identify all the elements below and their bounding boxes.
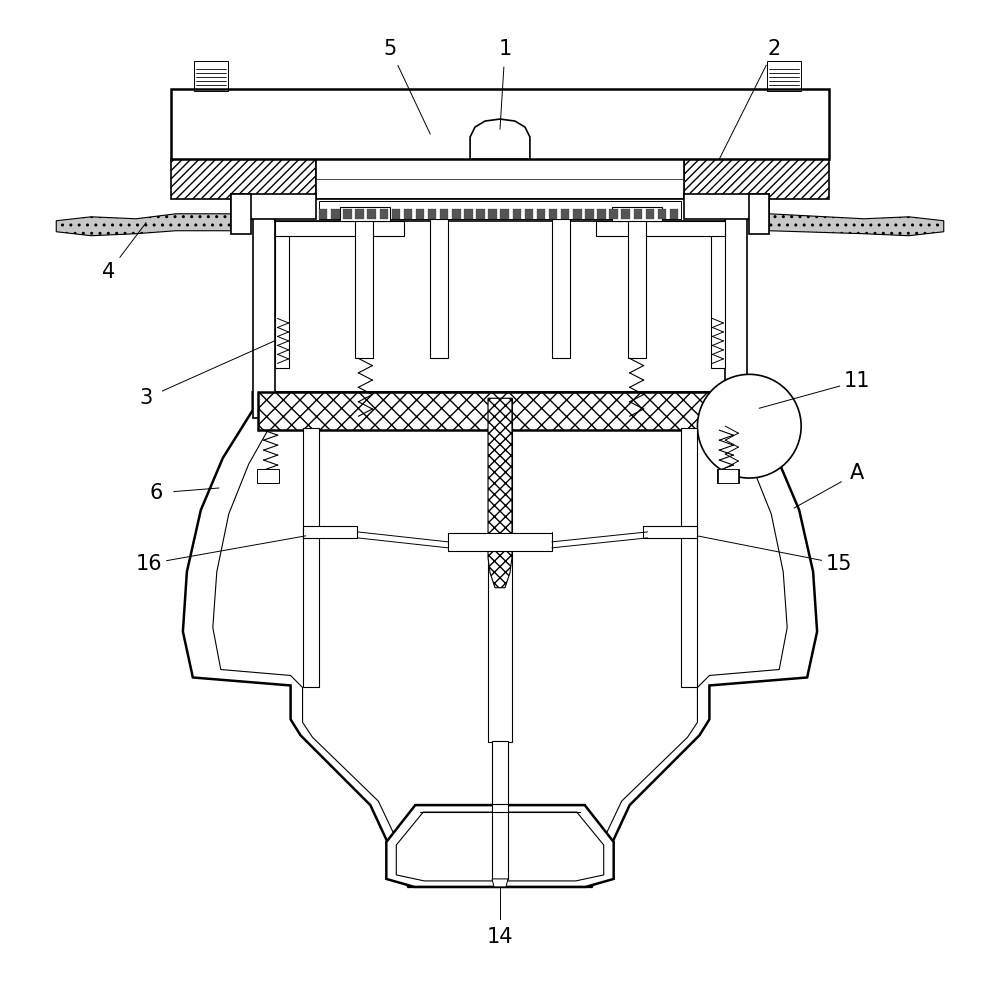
Bar [749, 194, 769, 234]
Bar [585, 208, 594, 218]
Polygon shape [492, 879, 508, 887]
Text: 3: 3 [139, 388, 153, 408]
Bar [194, 61, 228, 91]
Text: 6: 6 [149, 483, 163, 503]
Bar [275, 199, 725, 220]
Bar [231, 194, 316, 218]
Text: 5: 5 [384, 40, 397, 59]
Bar [646, 208, 654, 218]
Polygon shape [769, 213, 944, 236]
Text: 14: 14 [487, 927, 513, 947]
Text: 2: 2 [768, 40, 781, 59]
Bar [573, 208, 582, 218]
Bar [253, 199, 275, 418]
Bar [711, 199, 725, 369]
Bar [275, 199, 289, 369]
Bar [612, 206, 662, 220]
Polygon shape [56, 213, 231, 236]
Bar [476, 208, 485, 218]
Text: 1: 1 [498, 40, 512, 59]
Bar [552, 218, 570, 359]
Bar [549, 208, 557, 218]
Bar [488, 208, 497, 218]
Bar [416, 208, 424, 218]
Bar [440, 208, 448, 218]
Bar [596, 220, 725, 236]
Polygon shape [386, 805, 614, 887]
Text: 15: 15 [826, 554, 852, 574]
Polygon shape [470, 120, 530, 159]
Bar [609, 208, 618, 218]
Bar [319, 208, 327, 218]
Text: A: A [850, 463, 864, 483]
Bar [621, 208, 630, 218]
Bar [171, 159, 316, 199]
Bar [303, 526, 357, 537]
Bar [718, 469, 738, 483]
Bar [488, 398, 512, 742]
Bar [258, 392, 742, 430]
Bar [767, 61, 801, 91]
Bar [404, 208, 412, 218]
Text: 11: 11 [844, 371, 870, 391]
Polygon shape [183, 392, 817, 887]
Circle shape [697, 374, 801, 478]
Bar [634, 208, 642, 218]
Bar [537, 208, 545, 218]
Bar [343, 208, 352, 218]
Bar [464, 208, 473, 218]
Bar [684, 194, 769, 218]
Polygon shape [396, 812, 604, 881]
Bar [430, 218, 448, 359]
Bar [643, 526, 697, 537]
Bar [428, 208, 436, 218]
Bar [561, 208, 569, 218]
Polygon shape [488, 398, 512, 588]
Bar [303, 428, 319, 688]
Bar [392, 208, 400, 218]
Bar [448, 533, 552, 551]
Bar [684, 159, 829, 199]
Bar [597, 208, 606, 218]
Bar [452, 208, 461, 218]
Bar [717, 469, 739, 483]
Bar [340, 206, 390, 220]
Bar [257, 469, 279, 483]
Bar [275, 220, 404, 236]
Bar [319, 201, 681, 218]
Text: 4: 4 [102, 262, 116, 282]
Text: 16: 16 [136, 554, 162, 574]
Bar [367, 208, 376, 218]
Bar [681, 428, 697, 688]
Bar [316, 159, 684, 199]
Bar [171, 89, 829, 159]
Polygon shape [213, 396, 787, 879]
Bar [513, 208, 521, 218]
Bar [492, 741, 508, 879]
Bar [670, 208, 678, 218]
Bar [380, 208, 388, 218]
Bar [525, 208, 533, 218]
Bar [331, 208, 340, 218]
Bar [500, 208, 509, 218]
Bar [628, 218, 646, 359]
Bar [355, 208, 364, 218]
Bar [355, 218, 373, 359]
Bar [658, 208, 666, 218]
Bar [231, 194, 251, 234]
Bar [725, 199, 747, 418]
